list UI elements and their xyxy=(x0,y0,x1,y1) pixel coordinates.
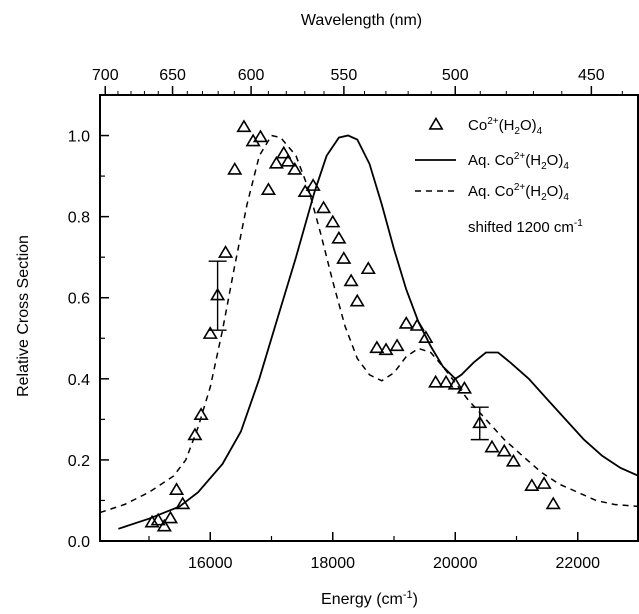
y-tick-label: 0.8 xyxy=(68,210,90,227)
plot-area: 16000 18000 20000 22000 0.0 0.2 0.4 0.6 0.8 1.0 70… xyxy=(15,12,639,608)
x-tick-label: 20000 xyxy=(433,555,478,572)
data-point-triangle xyxy=(411,320,423,330)
data-point-triangle xyxy=(327,216,339,226)
legend-marker-triangle xyxy=(430,119,442,129)
y-axis-label: Relative Cross Section xyxy=(15,235,32,397)
data-point-triangle xyxy=(164,512,176,522)
top-tick-label: 550 xyxy=(331,67,358,84)
data-point-triangle xyxy=(333,232,345,242)
data-point-triangle xyxy=(170,484,182,494)
data-point-triangle xyxy=(229,164,241,174)
y-tick-label: 0.4 xyxy=(68,372,90,389)
x-tick-label: 18000 xyxy=(311,555,356,572)
legend-entry-label: Aq. Co2+(H2O)4 xyxy=(468,182,569,203)
y-tick-label: 1.0 xyxy=(68,129,90,146)
data-point-triangle xyxy=(345,275,357,285)
data-point-triangle xyxy=(351,295,363,305)
top-tick-label: 600 xyxy=(238,67,265,84)
top-tick-label: 500 xyxy=(442,67,469,84)
data-point-triangle xyxy=(391,340,403,350)
data-point-triangle xyxy=(362,263,374,273)
y-tick-label: 0.0 xyxy=(68,534,90,551)
x-tick-label: 22000 xyxy=(556,555,601,572)
data-point-triangle xyxy=(526,480,538,490)
legend-extra-label: shifted 1200 cm-1 xyxy=(468,218,583,236)
x-axis-label: Energy (cm-1) xyxy=(321,589,418,608)
data-point-triangle xyxy=(262,184,274,194)
top-tick-label: 700 xyxy=(92,67,119,84)
legend-entry-label: Aq. Co2+(H2O)4 xyxy=(468,151,569,172)
top-tick-label: 650 xyxy=(159,67,186,84)
data-point-triangle xyxy=(538,478,550,488)
x-tick-label: 16000 xyxy=(188,555,233,572)
data-point-triangle xyxy=(219,247,231,257)
legend-entry-label: Co2+(H2O)4 xyxy=(468,116,543,137)
data-point-triangle xyxy=(338,253,350,263)
data-point-triangle xyxy=(254,131,266,141)
data-point-triangle xyxy=(507,455,519,465)
y-tick-label: 0.6 xyxy=(68,291,90,308)
data-point-triangle xyxy=(204,328,216,338)
data-point-triangle xyxy=(189,429,201,439)
data-point-triangle xyxy=(486,441,498,451)
top-tick-label: 450 xyxy=(578,67,605,84)
data-point-triangle xyxy=(317,202,329,212)
data-point-triangle xyxy=(498,445,510,455)
y-tick-label: 0.2 xyxy=(68,453,90,470)
data-point-triangle xyxy=(238,121,250,131)
data-point-triangle xyxy=(547,498,559,508)
data-point-triangle xyxy=(400,318,412,328)
top-axis-title: Wavelength (nm) xyxy=(301,12,422,29)
